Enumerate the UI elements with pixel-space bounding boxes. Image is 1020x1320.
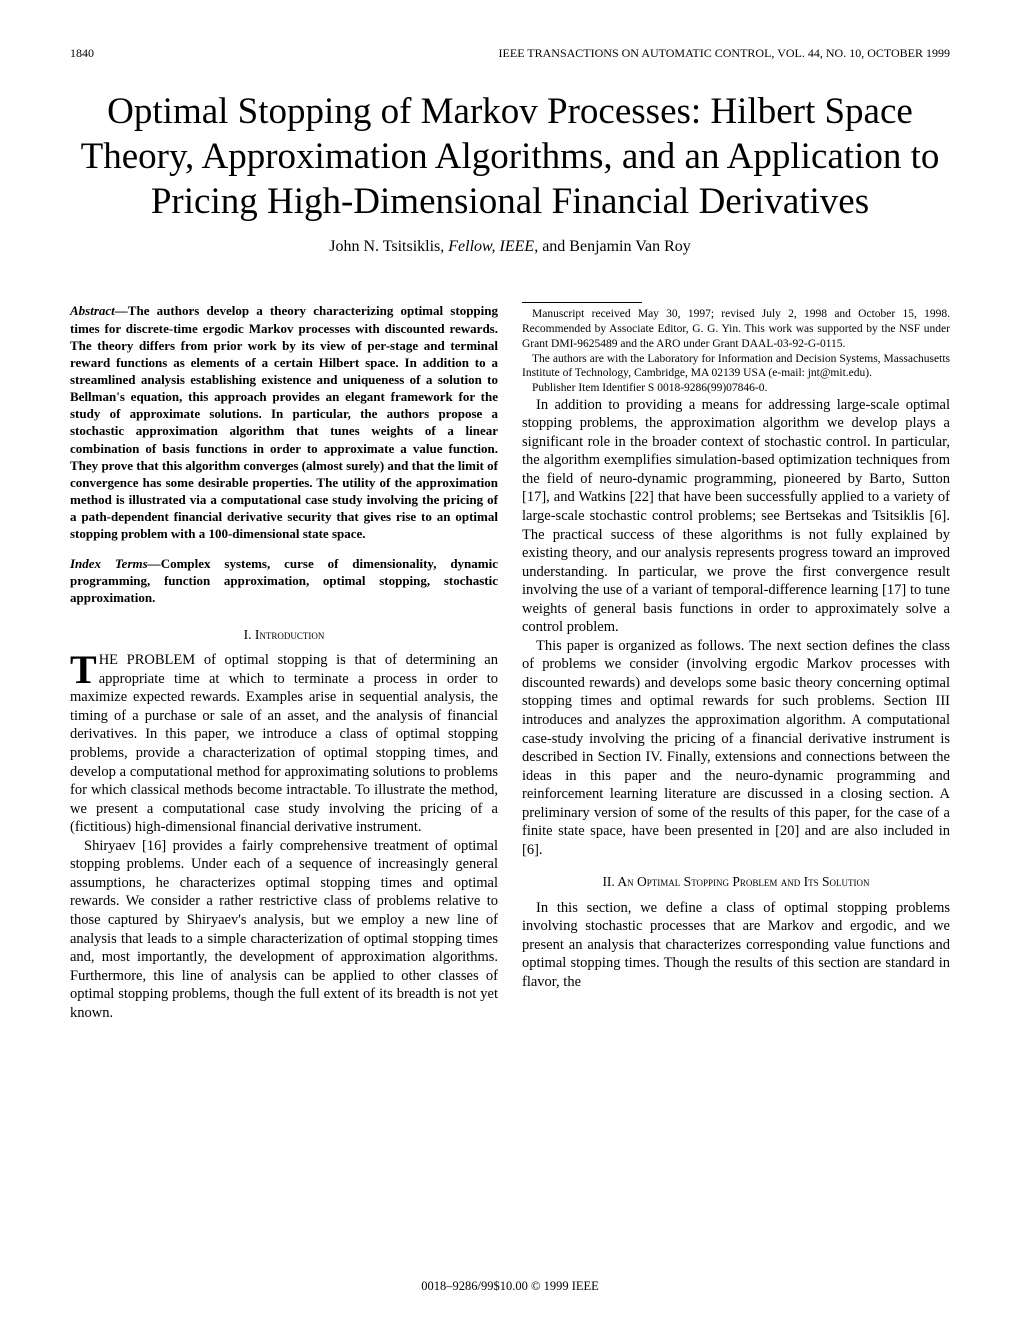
footnote-rule <box>522 302 642 303</box>
intro-para-2: Shiryaev [16] provides a fairly comprehe… <box>70 837 498 1022</box>
footnote-block: Manuscript received May 30, 1997; revise… <box>522 302 950 395</box>
footnotes: Manuscript received May 30, 1997; revise… <box>522 307 950 395</box>
dropcap: T <box>70 651 99 687</box>
intro-para-4: This paper is organized as follows. The … <box>522 637 950 860</box>
running-header: 1840 IEEE TRANSACTIONS ON AUTOMATIC CONT… <box>70 46 950 61</box>
author-suffix: , and Benjamin Van Roy <box>534 238 691 255</box>
intro-para-1-text: HE PROBLEM of optimal stopping is that o… <box>70 652 498 835</box>
author-prefix: John N. Tsitsiklis, <box>329 238 448 255</box>
footnote-3: Publisher Item Identifier S 0018-9286(99… <box>522 381 950 396</box>
page-number: 1840 <box>70 46 94 61</box>
intro-para-3: In addition to providing a means for add… <box>522 396 950 637</box>
footnote-1: Manuscript received May 30, 1997; revise… <box>522 307 950 351</box>
abstract-text: The authors develop a theory characteriz… <box>70 303 498 541</box>
page-footer: 0018–9286/99$10.00 © 1999 IEEE <box>0 1279 1020 1294</box>
index-terms-block: Index Terms—Complex systems, curse of di… <box>70 555 498 606</box>
abstract-block: Abstract—The authors develop a theory ch… <box>70 302 498 542</box>
authors-line: John N. Tsitsiklis, Fellow, IEEE, and Be… <box>70 238 950 256</box>
author-fellow: Fellow, IEEE <box>448 238 534 255</box>
section-2-para-1: In this section, we define a class of op… <box>522 899 950 992</box>
paper-page: 1840 IEEE TRANSACTIONS ON AUTOMATIC CONT… <box>0 0 1020 1320</box>
intro-para-1: THE PROBLEM of optimal stopping is that … <box>70 651 498 836</box>
footnote-2: The authors are with the Laboratory for … <box>522 352 950 381</box>
section-1-heading: I. Introduction <box>70 626 498 643</box>
paper-title: Optimal Stopping of Markov Processes: Hi… <box>70 89 950 224</box>
two-column-body: Abstract—The authors develop a theory ch… <box>70 302 950 1022</box>
section-2-heading: II. An Optimal Stopping Problem and Its … <box>522 873 950 890</box>
journal-line: IEEE TRANSACTIONS ON AUTOMATIC CONTROL, … <box>499 46 950 61</box>
index-terms-label: Index Terms— <box>70 556 161 571</box>
abstract-label: Abstract— <box>70 303 128 318</box>
